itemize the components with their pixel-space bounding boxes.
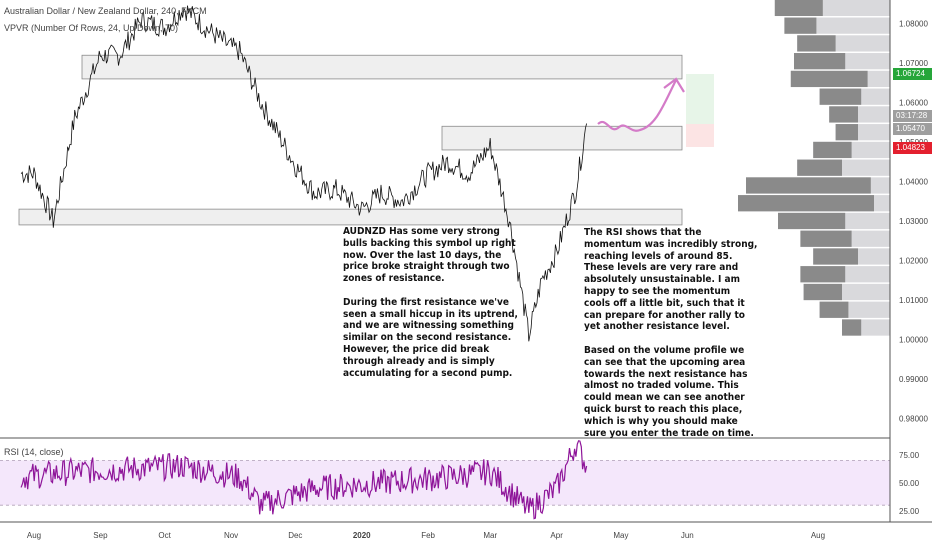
date-tick-label: Oct [158,531,171,540]
volume-bar [800,230,852,247]
volume-bar [778,212,846,230]
volume-profile [738,0,890,336]
volume-bar [794,53,846,70]
rsi-title: RSI (14, close) [4,447,64,457]
volume-bar [835,124,858,141]
price-tick-label: 1.06000 [899,99,928,108]
volume-bar [797,35,836,52]
trade-box [686,74,714,147]
countdown-label: 03:17:28 [893,110,932,122]
price-tick-label: 1.01000 [899,296,928,305]
volume-bar [746,177,871,194]
date-tick-label: Apr [550,531,563,540]
volume-bar [800,266,846,283]
stop-price-label: 1.04823 [893,142,932,154]
stop-loss-box [686,124,714,147]
price-tick-label: 1.07000 [899,59,928,68]
rsi-series-line [20,440,588,520]
current-price-label: 1.05470 [893,123,932,135]
take-profit-box [686,74,714,124]
resistance-zones [18,54,683,226]
volume-bar [738,195,874,212]
target-price-label: 1.06724 [893,68,932,80]
price-tick-label: 1.08000 [899,20,928,29]
price-tick-label: 1.00000 [899,335,928,344]
forecast-arrow [597,77,685,132]
date-tick-label: Sep [93,531,108,540]
date-tick-label: Jun [681,531,694,540]
price-tick-label: 1.02000 [899,256,928,265]
date-tick-label: Aug [811,531,825,540]
rsi-tick-label: 75.00 [899,451,920,460]
analysis-note-left: AUDNZD Has some very strong bulls backin… [343,226,518,379]
zone-support [18,208,683,226]
date-tick-label: Feb [421,531,435,540]
rsi-tick-label: 50.00 [899,479,920,488]
price-tick-label: 1.04000 [899,178,928,187]
indicator-label: VPVR (Number Of Rows, 24, Up/Down, 70) [4,23,179,33]
date-tick-label: Dec [288,531,302,540]
volume-bar [829,106,858,123]
date-tick-label: Aug [27,531,41,540]
price-series-line [20,5,587,342]
volume-bar [813,248,858,265]
price-tick-label: 0.99000 [899,375,928,384]
volume-bar [797,159,842,176]
date-tick-label: Nov [224,531,238,540]
zone-middle-resistance [441,125,683,151]
volume-bar [790,70,868,88]
volume-bar [819,88,862,105]
volume-bar [813,141,852,159]
zone-upper-resistance [81,54,683,80]
volume-bar [803,283,842,301]
price-tick-label: 0.98000 [899,414,928,423]
date-tick-label: 2020 [353,531,371,540]
date-tick-label: May [613,531,628,540]
date-tick-label: Mar [483,531,497,540]
axes [0,0,932,523]
volume-bar [774,0,823,17]
rsi-tick-label: 25.00 [899,507,920,516]
volume-bar [784,17,817,34]
volume-bar [842,319,862,336]
volume-bar [819,301,849,318]
analysis-note-right: The RSI shows that the momentum was incr… [584,227,758,439]
price-tick-label: 1.03000 [899,217,928,226]
chart-title: Australian Dollar / New Zealand Dollar, … [4,6,207,16]
